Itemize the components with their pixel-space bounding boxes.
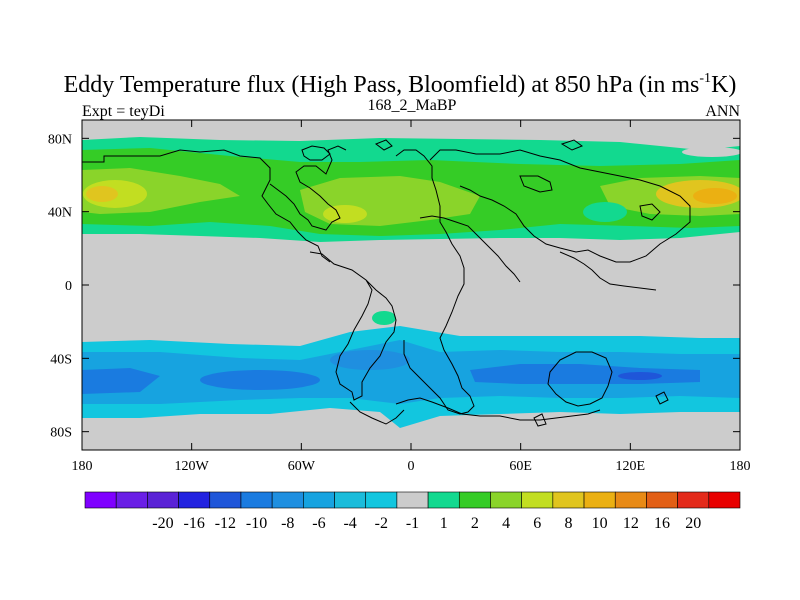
europe-africa-coast <box>395 149 475 415</box>
subtitle-left: Expt = teyDi <box>82 103 165 120</box>
colorbar-swatch <box>521 491 554 509</box>
sh-band-level-6 <box>82 368 160 394</box>
colorbar-label: -6 <box>312 515 325 532</box>
y-tick-label: 40S <box>50 352 72 367</box>
southeast-asia-coast <box>559 251 657 291</box>
colorbar-swatch <box>178 491 211 509</box>
x-tick-label: 0 <box>408 459 415 474</box>
colorbar-swatch <box>677 491 710 509</box>
indian-ocean-min <box>618 372 662 380</box>
colorbar-label: 8 <box>564 515 572 532</box>
y-tick-label: 80S <box>50 426 72 441</box>
colorbar-label: -16 <box>184 515 205 532</box>
y-tick-label: 40N <box>48 206 72 221</box>
colorbar-swatch <box>708 491 741 509</box>
colorbar-label: 16 <box>654 515 670 532</box>
colorbar-swatch <box>334 491 367 509</box>
colorbar-swatch <box>552 491 585 509</box>
x-tick-label: 120W <box>175 459 210 474</box>
south-america-coast <box>309 251 397 401</box>
arctic-islands <box>374 139 584 151</box>
colorbar-swatch <box>427 491 460 509</box>
tasman-nz <box>533 391 669 427</box>
x-tick-label: 60W <box>288 459 316 474</box>
colorbar-swatch <box>365 491 398 509</box>
colorbar-swatch <box>303 491 335 509</box>
colorbar-label: -12 <box>215 515 236 532</box>
australia-coast <box>547 351 613 407</box>
colorbar-label: -8 <box>281 515 294 532</box>
colorbar-label: 2 <box>471 515 479 532</box>
colorbar-label: 4 <box>502 515 510 532</box>
colorbar-swatch <box>583 491 616 509</box>
antarctic-coast <box>395 397 601 421</box>
coastlines <box>82 139 691 427</box>
atlantic-europe-max <box>323 205 367 223</box>
caspian-sea <box>519 175 553 193</box>
pacific-north-max-core <box>86 186 118 202</box>
x-tick-label: 180 <box>72 459 93 474</box>
colorbar-swatch <box>209 491 242 509</box>
middle-east-coast <box>419 215 521 283</box>
map-field <box>82 120 740 450</box>
sh-atlantic-patch <box>330 350 410 370</box>
eurasia-coast <box>429 149 691 263</box>
greenland-coast <box>301 145 331 161</box>
north-america-coast <box>82 149 331 263</box>
subtitle-center: 168_2_MaBP <box>368 97 457 114</box>
x-tick-label: 180 <box>730 459 751 474</box>
chart-title: Eddy Temperature flux (High Pass, Bloomf… <box>64 71 737 98</box>
antarctica-peninsula <box>349 401 405 425</box>
colorbar-label: 12 <box>623 515 639 532</box>
colorbar-swatch <box>240 491 273 509</box>
asia-patch <box>583 202 627 222</box>
colorbar-swatch <box>115 491 148 509</box>
pacific-north-core-inner <box>693 188 737 204</box>
colorbar-swatch <box>458 491 491 509</box>
colorbar-label: 6 <box>533 515 541 532</box>
x-tick-label: 60E <box>509 459 532 474</box>
tropical-atlantic-spot <box>372 311 396 325</box>
colorbar: -20 -16 -12 -10 -8 -6 -4 -2 -1 1 2 4 6 8 10 12 16 20 <box>84 491 741 532</box>
colorbar-label: -10 <box>246 515 267 532</box>
colorbar-label: -4 <box>343 515 356 532</box>
colorbar-label: -2 <box>375 515 388 532</box>
y-tick-label: 0 <box>65 279 72 294</box>
x-axis: 180 120W 60W 0 60E 120E 180 <box>72 120 751 474</box>
colorbar-label: 1 <box>440 515 448 532</box>
y-tick-label: 80N <box>48 132 72 147</box>
colorbar-label: 10 <box>592 515 608 532</box>
subtitle-right: ANN <box>705 103 740 120</box>
colorbar-label: -20 <box>152 515 173 532</box>
colorbar-swatch <box>271 491 304 509</box>
colorbar-label: -1 <box>406 515 419 532</box>
colorbar-swatch <box>147 491 179 509</box>
colorbar-swatch <box>490 491 522 509</box>
colorbar-label: 20 <box>685 515 701 532</box>
central-america-coast <box>269 145 347 231</box>
colorbar-swatch <box>646 491 678 509</box>
colorbar-swatch <box>614 491 647 509</box>
y-axis: 80N 40N 0 40S 80S <box>48 132 740 441</box>
arctic-gap <box>682 147 740 157</box>
sh-pacific-patch <box>200 370 320 390</box>
x-tick-label: 120E <box>616 459 646 474</box>
colorbar-swatch <box>396 491 429 509</box>
colorbar-swatch <box>84 491 117 509</box>
japan-coast <box>639 203 661 221</box>
